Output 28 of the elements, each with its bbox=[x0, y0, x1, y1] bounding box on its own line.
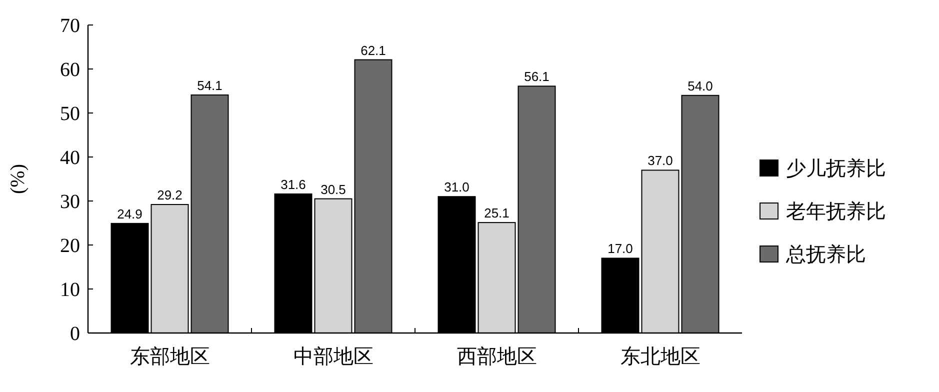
data-label: 54.0 bbox=[688, 78, 713, 94]
legend-label: 总抚养比 bbox=[785, 244, 866, 266]
data-label: 30.5 bbox=[320, 182, 346, 197]
data-label: 24.9 bbox=[117, 206, 142, 222]
data-label: 62.1 bbox=[360, 42, 386, 58]
y-axis-title: (%) bbox=[7, 164, 29, 194]
x-tick-label: 东北地区 bbox=[620, 346, 700, 368]
x-tick-label: 西部地区 bbox=[456, 346, 537, 368]
data-label: 56.1 bbox=[524, 69, 550, 84]
y-tick-label: 50 bbox=[60, 103, 80, 125]
data-label: 37.0 bbox=[648, 153, 673, 168]
y-tick-label: 20 bbox=[60, 235, 80, 257]
y-tick-label: 60 bbox=[60, 59, 80, 81]
y-tick-label: 10 bbox=[60, 279, 80, 301]
legend-label: 老年抚养比 bbox=[786, 201, 886, 223]
y-tick-label: 70 bbox=[60, 15, 80, 37]
x-tick-label: 中部地区 bbox=[293, 346, 374, 368]
data-label: 31.6 bbox=[280, 176, 306, 192]
y-tick-label: 30 bbox=[60, 191, 80, 213]
y-tick-label: 40 bbox=[60, 147, 80, 169]
y-tick-label: 0 bbox=[70, 323, 80, 345]
data-label: 17.0 bbox=[608, 241, 633, 256]
legend-label: 少儿抚养比 bbox=[786, 158, 886, 180]
x-tick-label: 东部地区 bbox=[130, 346, 210, 368]
data-label: 29.2 bbox=[157, 188, 182, 203]
data-label: 25.1 bbox=[484, 206, 510, 221]
data-label: 31.0 bbox=[444, 180, 470, 195]
data-label: 54.1 bbox=[197, 78, 222, 93]
